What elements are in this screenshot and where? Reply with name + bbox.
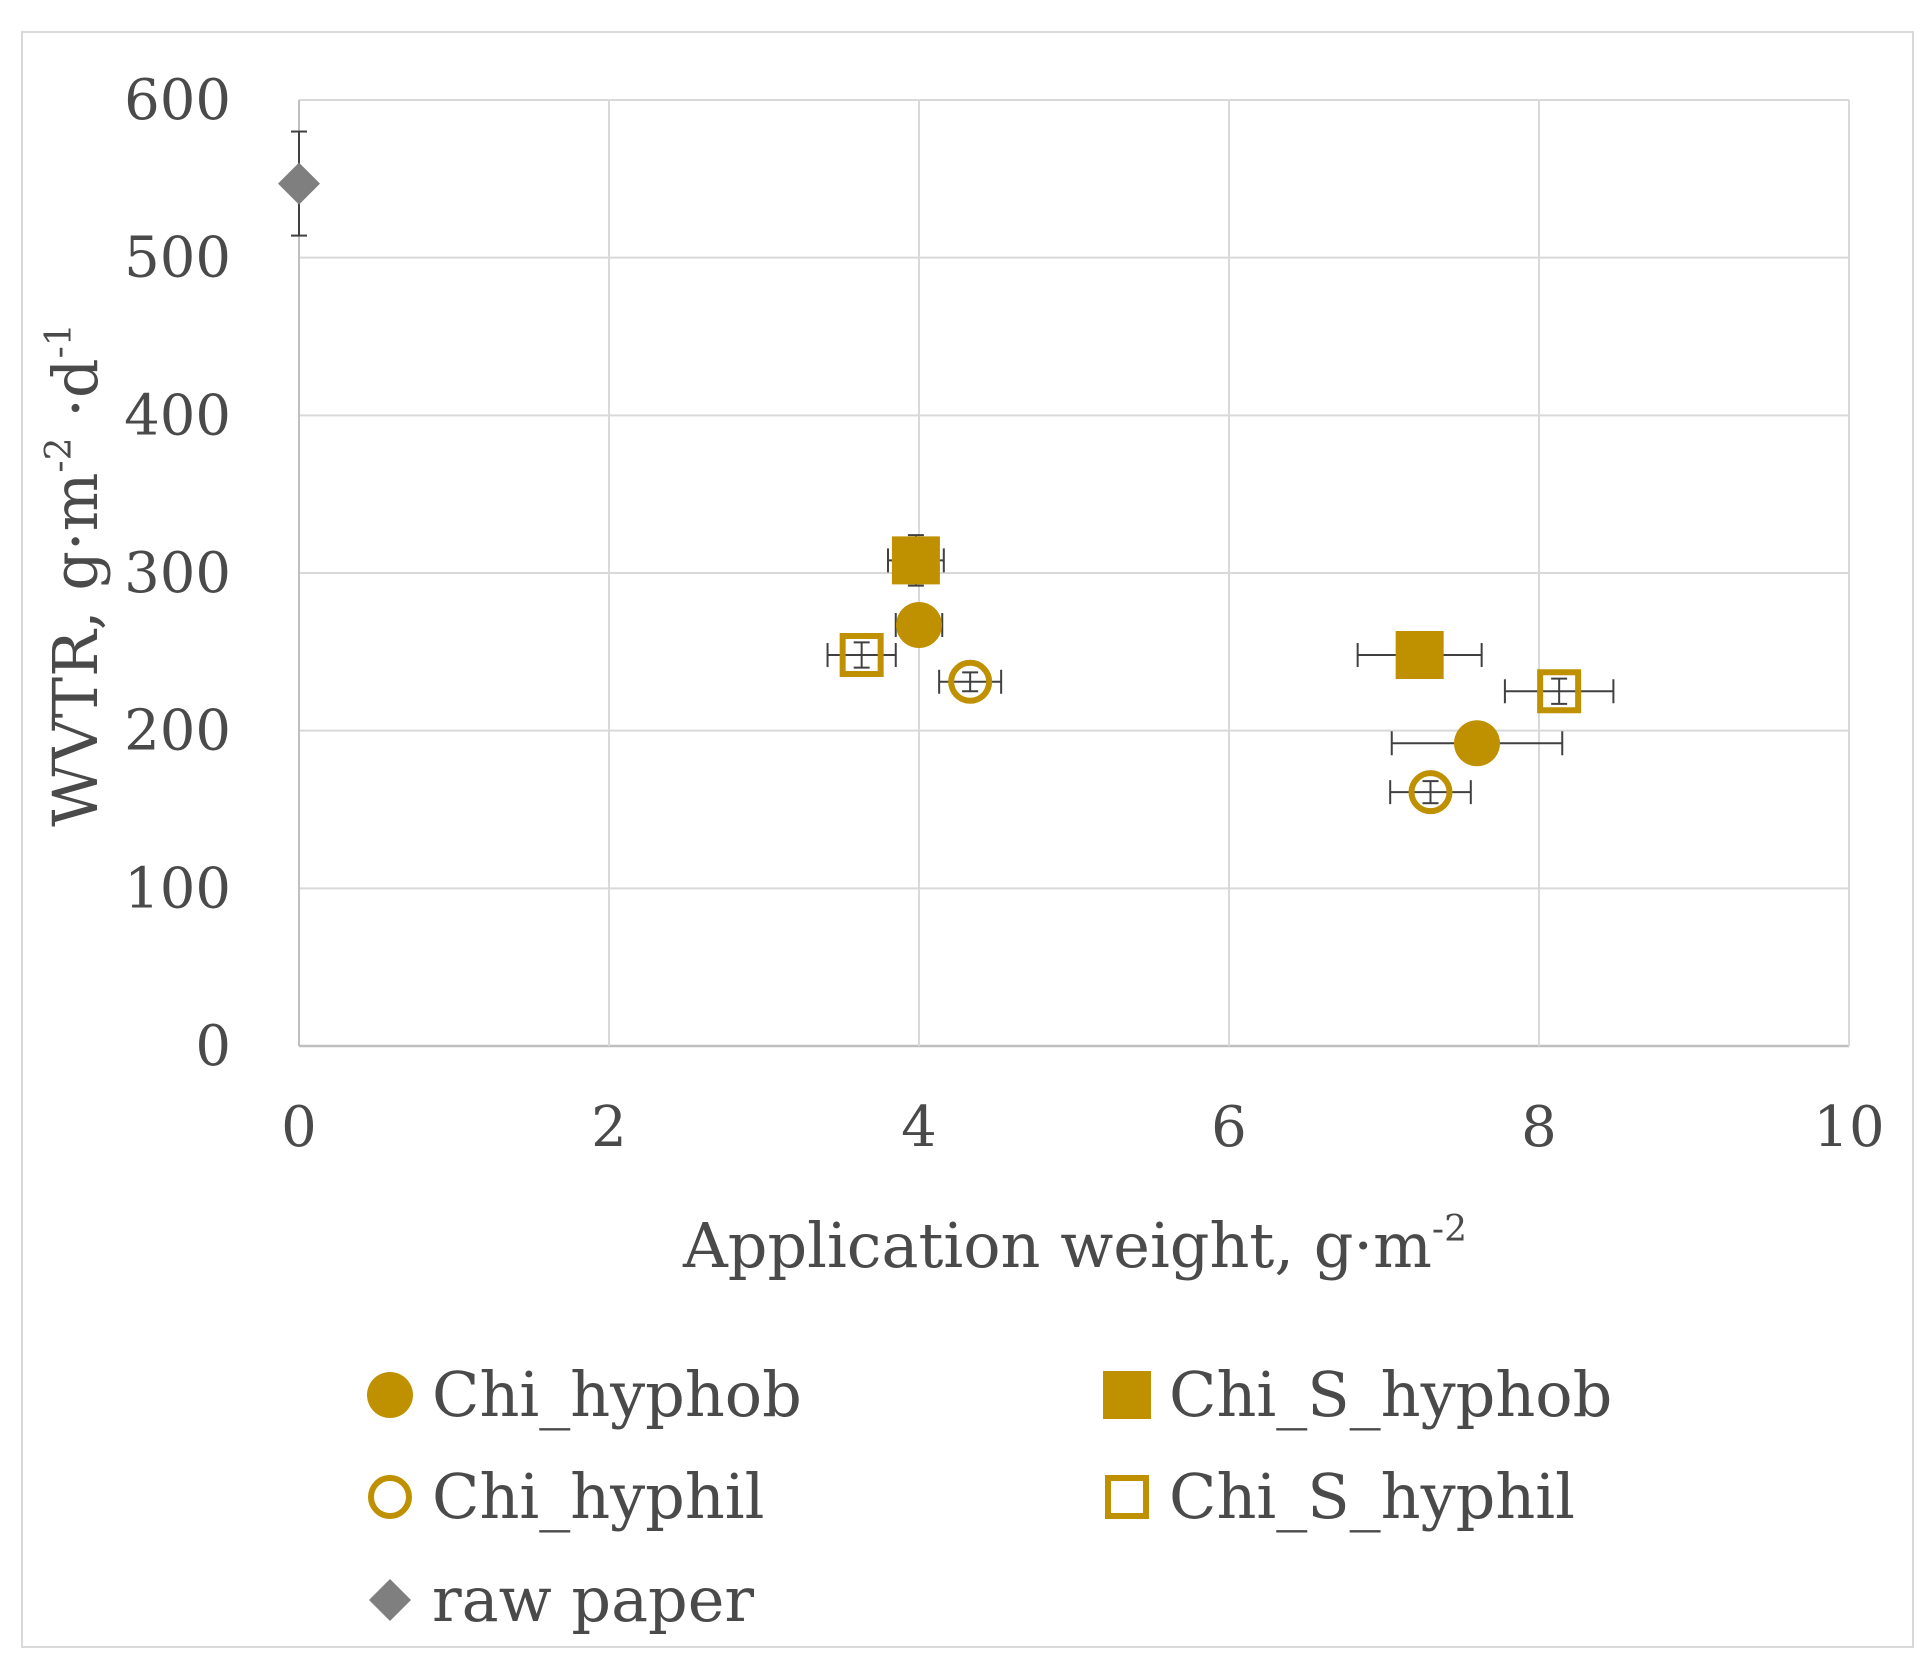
- chi-hyphob-point: [1454, 720, 1500, 767]
- legend-marker-raw-paper: [369, 1579, 411, 1621]
- legend-marker-chi-s-hyphob: [1103, 1371, 1151, 1419]
- legend-label-raw-paper: raw paper: [432, 1563, 754, 1636]
- figure-frame: [21, 31, 1914, 1648]
- y-tick-label: 0: [195, 1014, 231, 1079]
- legend-marker-chi-s-hyphil: [1105, 1475, 1149, 1519]
- y-tick-label: 100: [124, 856, 231, 921]
- chi-s-hyphil-point: [1537, 669, 1582, 714]
- y-axis-title-sup-2: -1: [39, 323, 80, 358]
- y-axis-title: WVTR, g·m-2 ·d-1: [39, 323, 112, 826]
- y-tick-label: 300: [124, 541, 231, 606]
- y-tick-label: 600: [124, 68, 231, 133]
- x-tick-label: 8: [1521, 1095, 1557, 1160]
- legend-marker-chi-hyphob: [367, 1372, 413, 1418]
- y-tick-label: 400: [124, 383, 231, 448]
- chi-s-hyphil-point: [839, 632, 884, 677]
- x-tick-label: 6: [1211, 1095, 1247, 1160]
- legend-marker-chi-hyphil: [368, 1475, 412, 1519]
- x-tick-label: 10: [1813, 1095, 1884, 1160]
- x-tick-label: 0: [281, 1095, 317, 1160]
- x-tick-label: 4: [901, 1095, 937, 1160]
- chi-hyphob-point: [896, 602, 942, 649]
- legend-label-chi-hyphil: Chi_hyphil: [432, 1460, 764, 1533]
- chi-hyphil-point: [948, 659, 993, 704]
- chi-s-hyphob-point: [1395, 630, 1444, 679]
- y-axis-title-mid: ·d: [39, 358, 112, 437]
- legend-label-chi-hyphob: Chi_hyphob: [432, 1358, 802, 1431]
- grid-lines: [298, 99, 1850, 1048]
- legend-label-chi-s-hyphil: Chi_S_hyphil: [1169, 1460, 1575, 1533]
- raw-paper-point: [278, 162, 320, 205]
- chi-s-hyphob-point: [891, 536, 940, 585]
- legend: Chi_hyphob Chi_S_hyphob Chi_hyphil Chi_S_hy…: [367, 1358, 1612, 1636]
- legend-label-chi-s-hyphob: Chi_S_hyphob: [1169, 1358, 1612, 1431]
- y-axis-title-sup-1: -2: [39, 437, 80, 472]
- y-axis-title-text: WVTR, g·m: [39, 473, 112, 827]
- y-tick-label: 200: [124, 699, 231, 764]
- chi-hyphil-point: [1408, 770, 1453, 815]
- x-axis-title: Application weight, g·m-2: [682, 1209, 1467, 1282]
- tick-labels: 0 100 200 300 400 500 600 0 2 4 6 8 10: [124, 68, 1885, 1160]
- data-markers: [278, 162, 1582, 815]
- x-axis-title-sup: -2: [1432, 1209, 1467, 1250]
- x-axis-title-text: Application weight, g·m: [682, 1209, 1432, 1282]
- y-tick-label: 500: [124, 226, 231, 291]
- x-tick-label: 2: [591, 1095, 627, 1160]
